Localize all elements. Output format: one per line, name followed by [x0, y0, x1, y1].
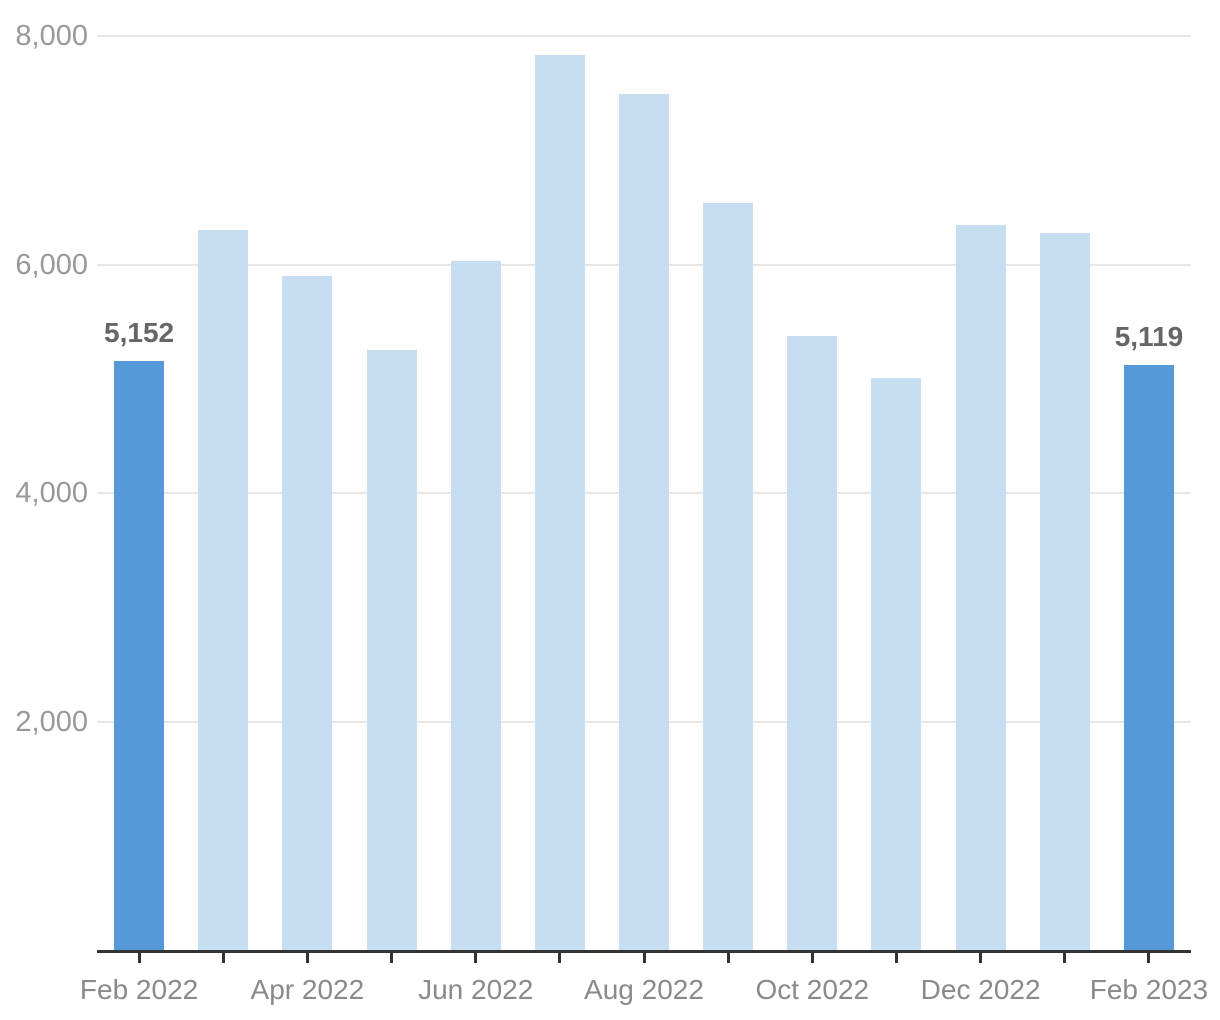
bar-value-label: 5,152: [104, 317, 175, 349]
x-axis-tick: [894, 953, 898, 963]
bar-cell: [686, 0, 770, 950]
x-axis-tick-label: Apr 2022: [250, 974, 365, 1005]
x-axis-tick-label: Jun 2022: [418, 974, 534, 1005]
y-axis-tick-label: 8,000: [15, 20, 88, 52]
x-axis-tick: [305, 953, 309, 963]
bar: [703, 202, 754, 950]
bar: [619, 94, 670, 950]
bars-area: 5,152 5,119: [97, 0, 1191, 950]
bar-cell: [939, 0, 1023, 950]
bar: [955, 224, 1006, 950]
bar: [450, 261, 501, 950]
bar: [366, 350, 417, 950]
bar-cell: 5,152: [97, 0, 181, 950]
x-axis-tick: [474, 953, 478, 963]
y-axis-tick-label: 2,000: [15, 705, 88, 738]
gridline: [97, 35, 1191, 37]
x-axis-tick: [1063, 953, 1067, 963]
bar-cell: [518, 0, 602, 950]
bar-cell: [854, 0, 938, 950]
bar: [282, 275, 333, 950]
bar: [1123, 365, 1174, 950]
x-axis-tick: [1147, 953, 1151, 963]
x-axis-tick-label: Dec 2022: [920, 974, 1041, 1005]
x-axis-tick: [726, 953, 730, 963]
x-axis-tick-label: Feb 2022: [79, 974, 199, 1005]
x-axis-tick: [390, 953, 394, 963]
x-axis-tick: [642, 953, 646, 963]
x-axis-tick: [979, 953, 983, 963]
bar-cell: [349, 0, 433, 950]
x-axis-tick-label: Feb 2023: [1089, 974, 1209, 1005]
bar-cell: [181, 0, 265, 950]
x-axis-tick-label: Oct 2022: [755, 974, 870, 1005]
x-axis-tick: [558, 953, 562, 963]
x-axis-tick: [137, 953, 141, 963]
x-axis-tick: [221, 953, 225, 963]
y-axis-tick-label: 6,000: [15, 248, 88, 281]
bar: [1039, 232, 1090, 950]
bar: [198, 230, 249, 950]
x-axis-tick-label: Aug 2022: [584, 974, 704, 1005]
bar-cell: [1023, 0, 1107, 950]
bar-cell: [770, 0, 854, 950]
y-axis-tick-label: 4,000: [15, 477, 88, 509]
bar: [787, 336, 838, 950]
bar: [534, 55, 585, 950]
bar-cell: 5,119: [1107, 0, 1191, 950]
bar: [871, 377, 922, 950]
bar-value-label: 5,119: [1114, 321, 1184, 353]
x-axis-line: [97, 950, 1191, 953]
bar-cell: [265, 0, 349, 950]
x-axis-tick: [810, 953, 814, 963]
bar-cell: [434, 0, 518, 950]
bar-cell: [602, 0, 686, 950]
bar: [114, 361, 165, 950]
